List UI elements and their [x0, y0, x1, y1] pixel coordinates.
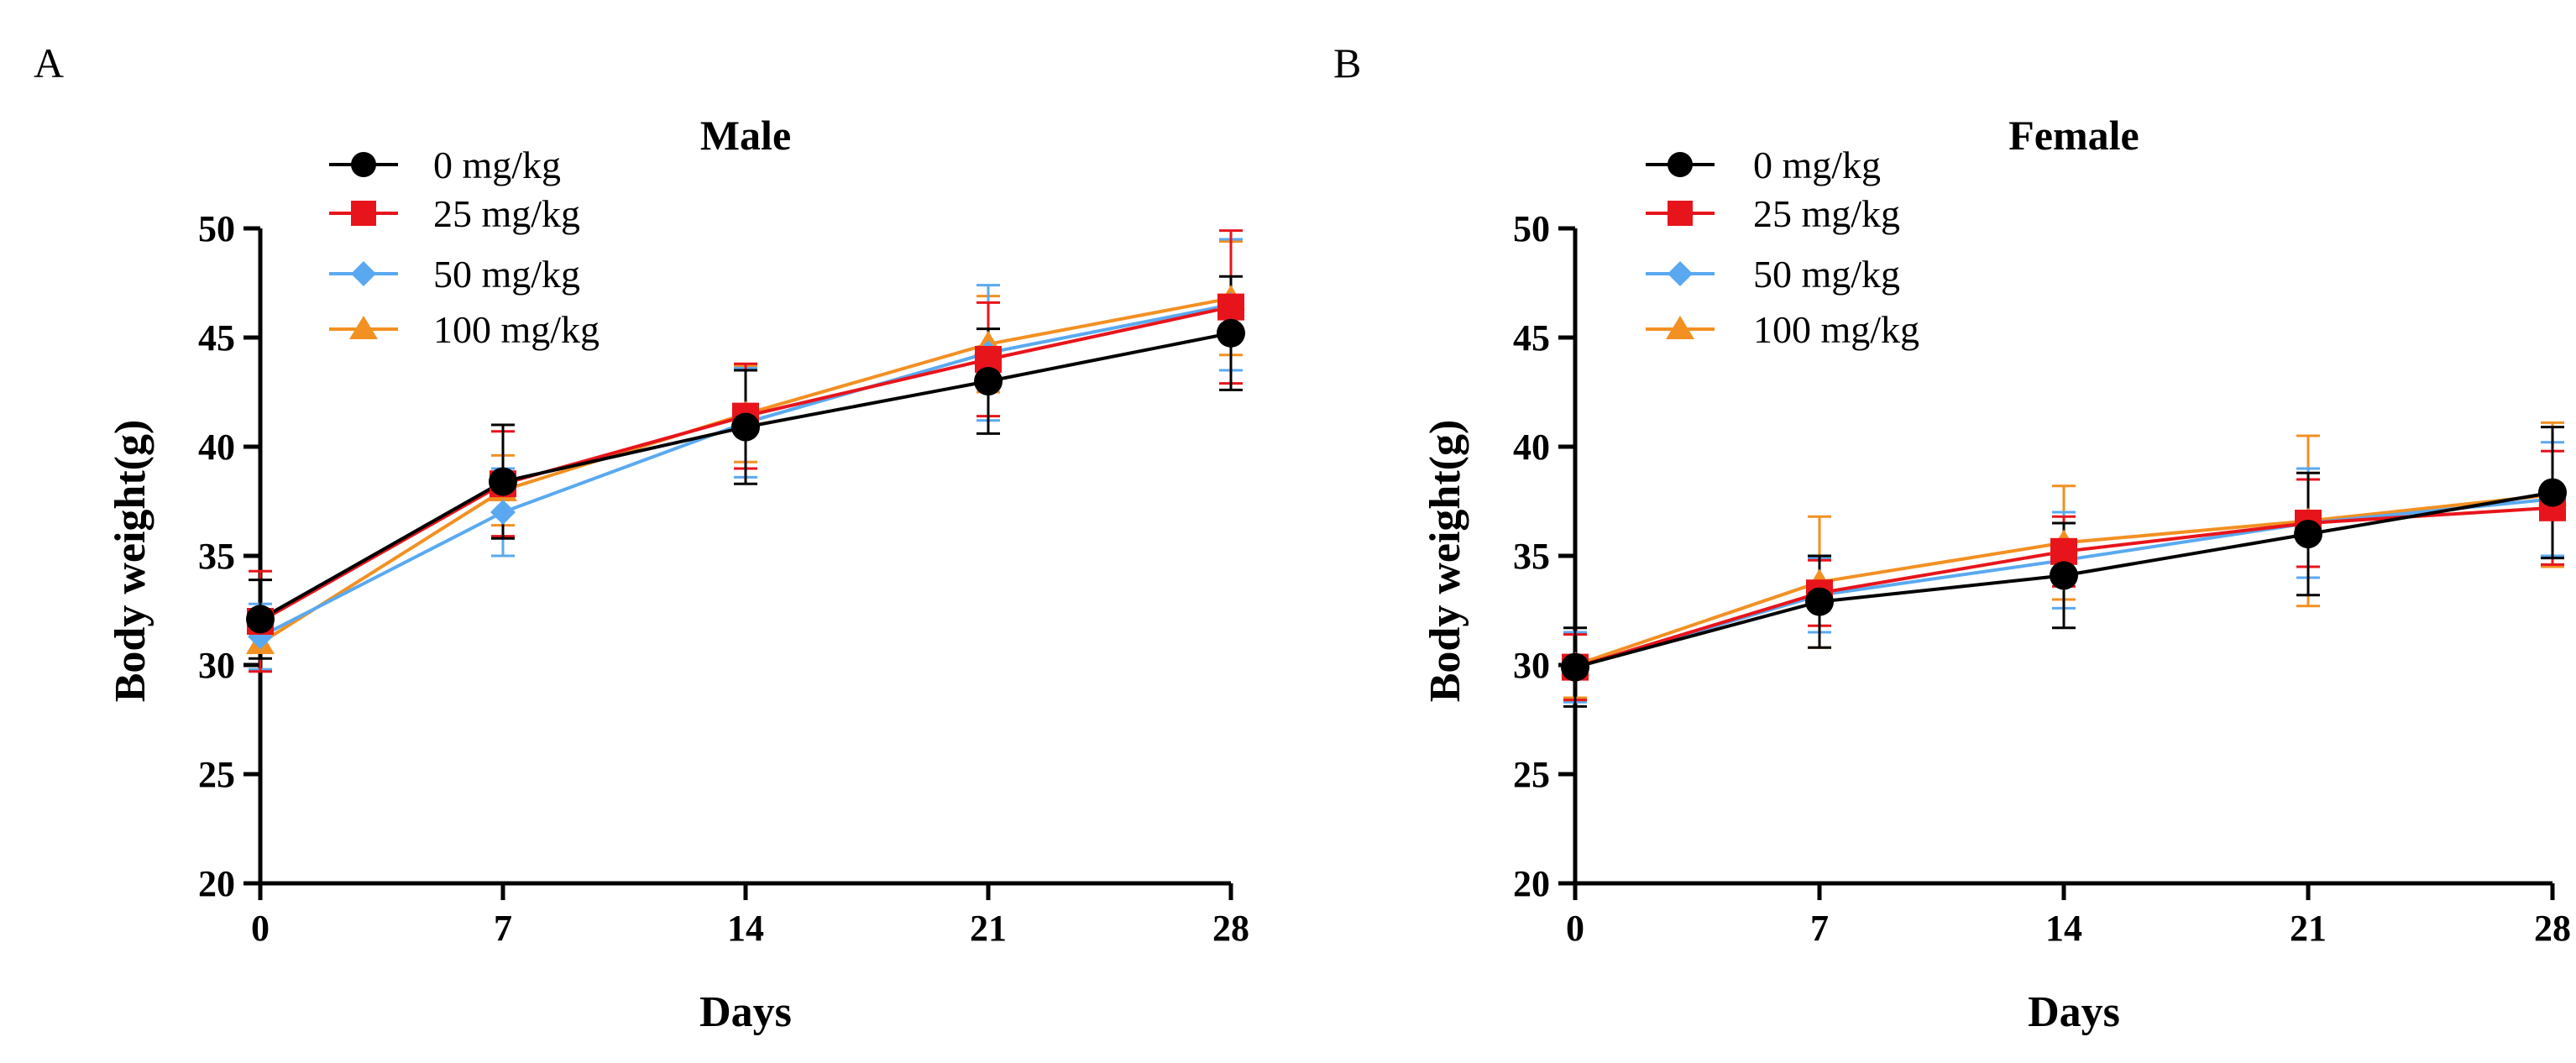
legend-label: 25 mg/kg: [433, 192, 580, 235]
x-tick-label: 21: [970, 908, 1007, 949]
data-point-0mgkg: [974, 367, 1003, 395]
x-tick-label: 7: [494, 908, 512, 949]
axis-ticks: 20 25 30 35 40 45 50 0 7 14 21 28: [198, 208, 1249, 949]
legend-item-0mgkg: 0 mg/kg: [329, 144, 561, 186]
y-tick-label: 35: [1513, 536, 1550, 577]
x-tick-label: 0: [251, 908, 270, 949]
legend-label: 0 mg/kg: [433, 144, 561, 186]
legend-item-100mgkg: 100 mg/kg: [1646, 308, 1919, 351]
legend: 0 mg/kg 25 mg/kg 50 mg/kg 100 mg/kg: [1646, 144, 1919, 351]
data-point-0mgkg: [731, 412, 760, 442]
data-point-0mgkg: [2538, 478, 2567, 507]
x-tick-label: 14: [2045, 908, 2082, 949]
y-tick-label: 25: [1513, 754, 1550, 795]
chart-title: Female: [2008, 112, 2139, 159]
x-tick-label: 28: [2534, 908, 2571, 949]
legend-label: 50 mg/kg: [1753, 253, 1900, 296]
y-axis-label: Body weight(g): [107, 420, 154, 703]
y-tick-label: 40: [198, 427, 235, 468]
y-tick-label: 30: [1513, 645, 1550, 686]
y-tick-label: 25: [198, 754, 235, 795]
data-point-0mgkg: [1805, 587, 1834, 616]
y-tick-label: 20: [1513, 863, 1550, 904]
y-tick-label: 50: [1513, 208, 1550, 249]
y-tick-label: 50: [198, 208, 235, 249]
x-tick-label: 14: [727, 908, 764, 949]
chart-panel-male: A Male Body weight(g) Days 20 25 30 35 40 45 5…: [34, 39, 1249, 1036]
legend-item-25mgkg: 25 mg/kg: [329, 192, 580, 235]
legend-item-0mgkg: 0 mg/kg: [1646, 144, 1881, 186]
axis-ticks: 20 25 30 35 40 45 50 0 7 14 21 28: [1513, 208, 2571, 949]
x-tick-label: 28: [1212, 908, 1249, 949]
y-tick-label: 30: [198, 645, 235, 686]
series-markers: [1561, 478, 2567, 682]
data-point-0mgkg: [2294, 520, 2322, 548]
legend-label: 50 mg/kg: [433, 253, 580, 296]
series-markers: [246, 285, 1245, 654]
legend-item-50mgkg: 50 mg/kg: [329, 253, 580, 296]
x-tick-label: 0: [1566, 908, 1584, 949]
legend-label: 100 mg/kg: [433, 308, 599, 351]
chart-title: Male: [700, 112, 791, 159]
data-point-25mgkg: [2050, 537, 2077, 565]
data-point-0mgkg: [246, 605, 275, 634]
data-point-0mgkg: [489, 467, 517, 496]
y-axis-label: Body weight(g): [1422, 420, 1469, 703]
y-tick-label: 35: [198, 536, 235, 577]
legend-item-50mgkg: 50 mg/kg: [1646, 253, 1900, 296]
data-point-0mgkg: [1217, 318, 1245, 348]
legend-item-100mgkg: 100 mg/kg: [329, 308, 599, 351]
y-tick-label: 45: [1513, 317, 1550, 359]
x-tick-label: 21: [2290, 908, 2327, 949]
error-bars: [249, 229, 1243, 673]
data-point-25mgkg: [1217, 293, 1244, 321]
y-tick-label: 45: [198, 317, 235, 359]
panel-letter: A: [34, 39, 64, 86]
data-point-50mgkg: [490, 500, 516, 525]
x-tick-label: 7: [1810, 908, 1829, 949]
x-axis-label: Days: [699, 988, 792, 1036]
panel-letter: B: [1333, 39, 1361, 86]
legend: 0 mg/kg 25 mg/kg 50 mg/kg 100 mg/kg: [329, 144, 599, 351]
data-point-0mgkg: [1561, 652, 1589, 682]
y-tick-label: 40: [1513, 427, 1550, 468]
legend-label: 25 mg/kg: [1753, 192, 1900, 235]
legend-label: 0 mg/kg: [1753, 144, 1881, 186]
y-tick-label: 20: [198, 863, 235, 904]
x-axis-label: Days: [2028, 988, 2120, 1036]
chart-panel-female: B Female Body weight(g) Days 20 25 30 35 40 4…: [1333, 39, 2571, 1036]
data-point-0mgkg: [2050, 561, 2078, 590]
legend-label: 100 mg/kg: [1753, 308, 1919, 351]
legend-item-25mgkg: 25 mg/kg: [1646, 192, 1900, 235]
